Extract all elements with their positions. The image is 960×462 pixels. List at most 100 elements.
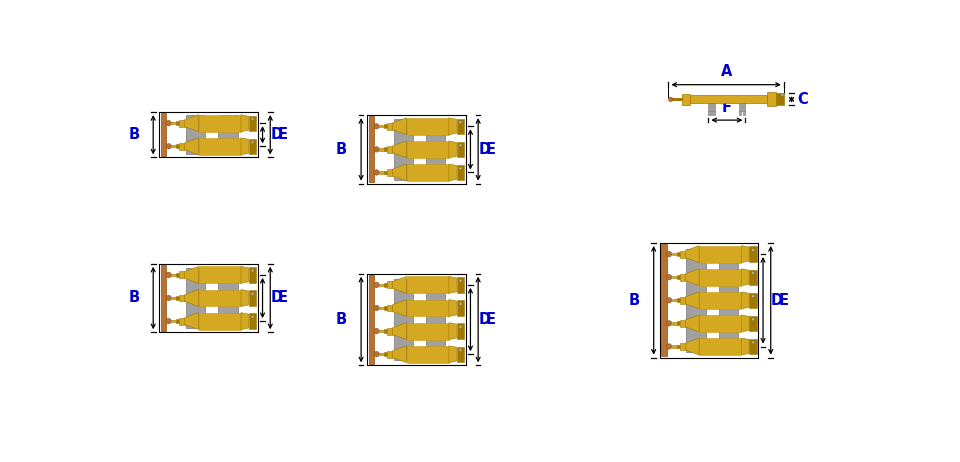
Circle shape: [373, 170, 379, 175]
Bar: [387, 281, 393, 288]
Bar: [672, 299, 678, 302]
Text: D: D: [771, 293, 782, 308]
Bar: [680, 250, 685, 258]
Polygon shape: [184, 267, 199, 283]
Bar: [387, 169, 393, 176]
Bar: [749, 246, 756, 262]
Bar: [171, 122, 178, 124]
Bar: [199, 138, 241, 155]
Bar: [749, 269, 756, 285]
Bar: [387, 351, 393, 358]
Bar: [379, 330, 385, 332]
Text: D: D: [271, 291, 282, 305]
Bar: [180, 272, 184, 278]
Bar: [677, 275, 680, 279]
Circle shape: [166, 318, 171, 324]
Polygon shape: [685, 315, 699, 332]
Polygon shape: [241, 267, 249, 283]
Bar: [369, 116, 374, 182]
Bar: [186, 115, 205, 154]
Bar: [379, 125, 385, 128]
Circle shape: [666, 274, 672, 280]
Polygon shape: [741, 292, 749, 309]
Polygon shape: [741, 269, 749, 286]
Bar: [249, 313, 256, 329]
Bar: [379, 353, 385, 355]
Polygon shape: [449, 164, 457, 181]
Bar: [171, 274, 178, 276]
Circle shape: [459, 349, 462, 351]
Circle shape: [781, 94, 783, 96]
Circle shape: [373, 147, 379, 152]
Bar: [672, 346, 678, 348]
Bar: [171, 145, 178, 147]
Polygon shape: [393, 276, 406, 293]
Bar: [384, 329, 387, 333]
Polygon shape: [184, 290, 199, 306]
Polygon shape: [741, 315, 749, 332]
Circle shape: [752, 341, 755, 344]
Bar: [677, 322, 680, 325]
Bar: [739, 103, 745, 111]
Bar: [699, 269, 741, 286]
Bar: [426, 119, 445, 180]
Circle shape: [752, 249, 755, 251]
Circle shape: [166, 144, 171, 149]
Text: E: E: [486, 312, 495, 327]
Circle shape: [373, 282, 379, 287]
Bar: [749, 292, 756, 308]
Bar: [680, 274, 685, 281]
Bar: [719, 249, 738, 352]
Circle shape: [752, 295, 755, 298]
Bar: [218, 115, 237, 154]
Circle shape: [666, 298, 672, 303]
Bar: [394, 279, 413, 360]
Circle shape: [252, 293, 253, 295]
Polygon shape: [241, 115, 249, 132]
Circle shape: [459, 167, 462, 170]
Bar: [384, 170, 387, 175]
Circle shape: [752, 272, 755, 274]
Polygon shape: [449, 322, 457, 340]
Bar: [177, 121, 180, 125]
Circle shape: [166, 272, 171, 278]
Bar: [199, 115, 241, 132]
Polygon shape: [241, 290, 249, 306]
Bar: [672, 253, 678, 255]
Polygon shape: [685, 338, 699, 355]
Circle shape: [373, 123, 379, 129]
Text: D: D: [478, 312, 491, 327]
Bar: [180, 120, 184, 127]
Bar: [180, 318, 184, 324]
Bar: [776, 93, 783, 105]
Bar: [699, 338, 741, 355]
Bar: [680, 343, 685, 350]
Bar: [384, 352, 387, 356]
Text: D: D: [478, 142, 491, 157]
Bar: [677, 252, 680, 256]
Bar: [177, 319, 180, 323]
Bar: [767, 92, 776, 106]
Circle shape: [373, 328, 379, 334]
Bar: [406, 118, 449, 135]
Polygon shape: [741, 246, 749, 262]
Polygon shape: [184, 313, 199, 329]
Bar: [180, 295, 184, 302]
Circle shape: [252, 118, 253, 120]
Circle shape: [373, 352, 379, 357]
Bar: [387, 123, 393, 130]
Bar: [426, 279, 445, 360]
Bar: [457, 346, 465, 362]
Bar: [743, 111, 745, 115]
Text: A: A: [720, 64, 732, 79]
Bar: [406, 276, 449, 293]
Bar: [379, 307, 385, 309]
Text: E: E: [779, 293, 788, 308]
Bar: [218, 267, 237, 328]
Polygon shape: [241, 138, 249, 155]
Bar: [677, 345, 680, 348]
Polygon shape: [449, 276, 457, 293]
Bar: [406, 322, 449, 340]
Polygon shape: [241, 313, 249, 329]
Polygon shape: [741, 338, 749, 355]
